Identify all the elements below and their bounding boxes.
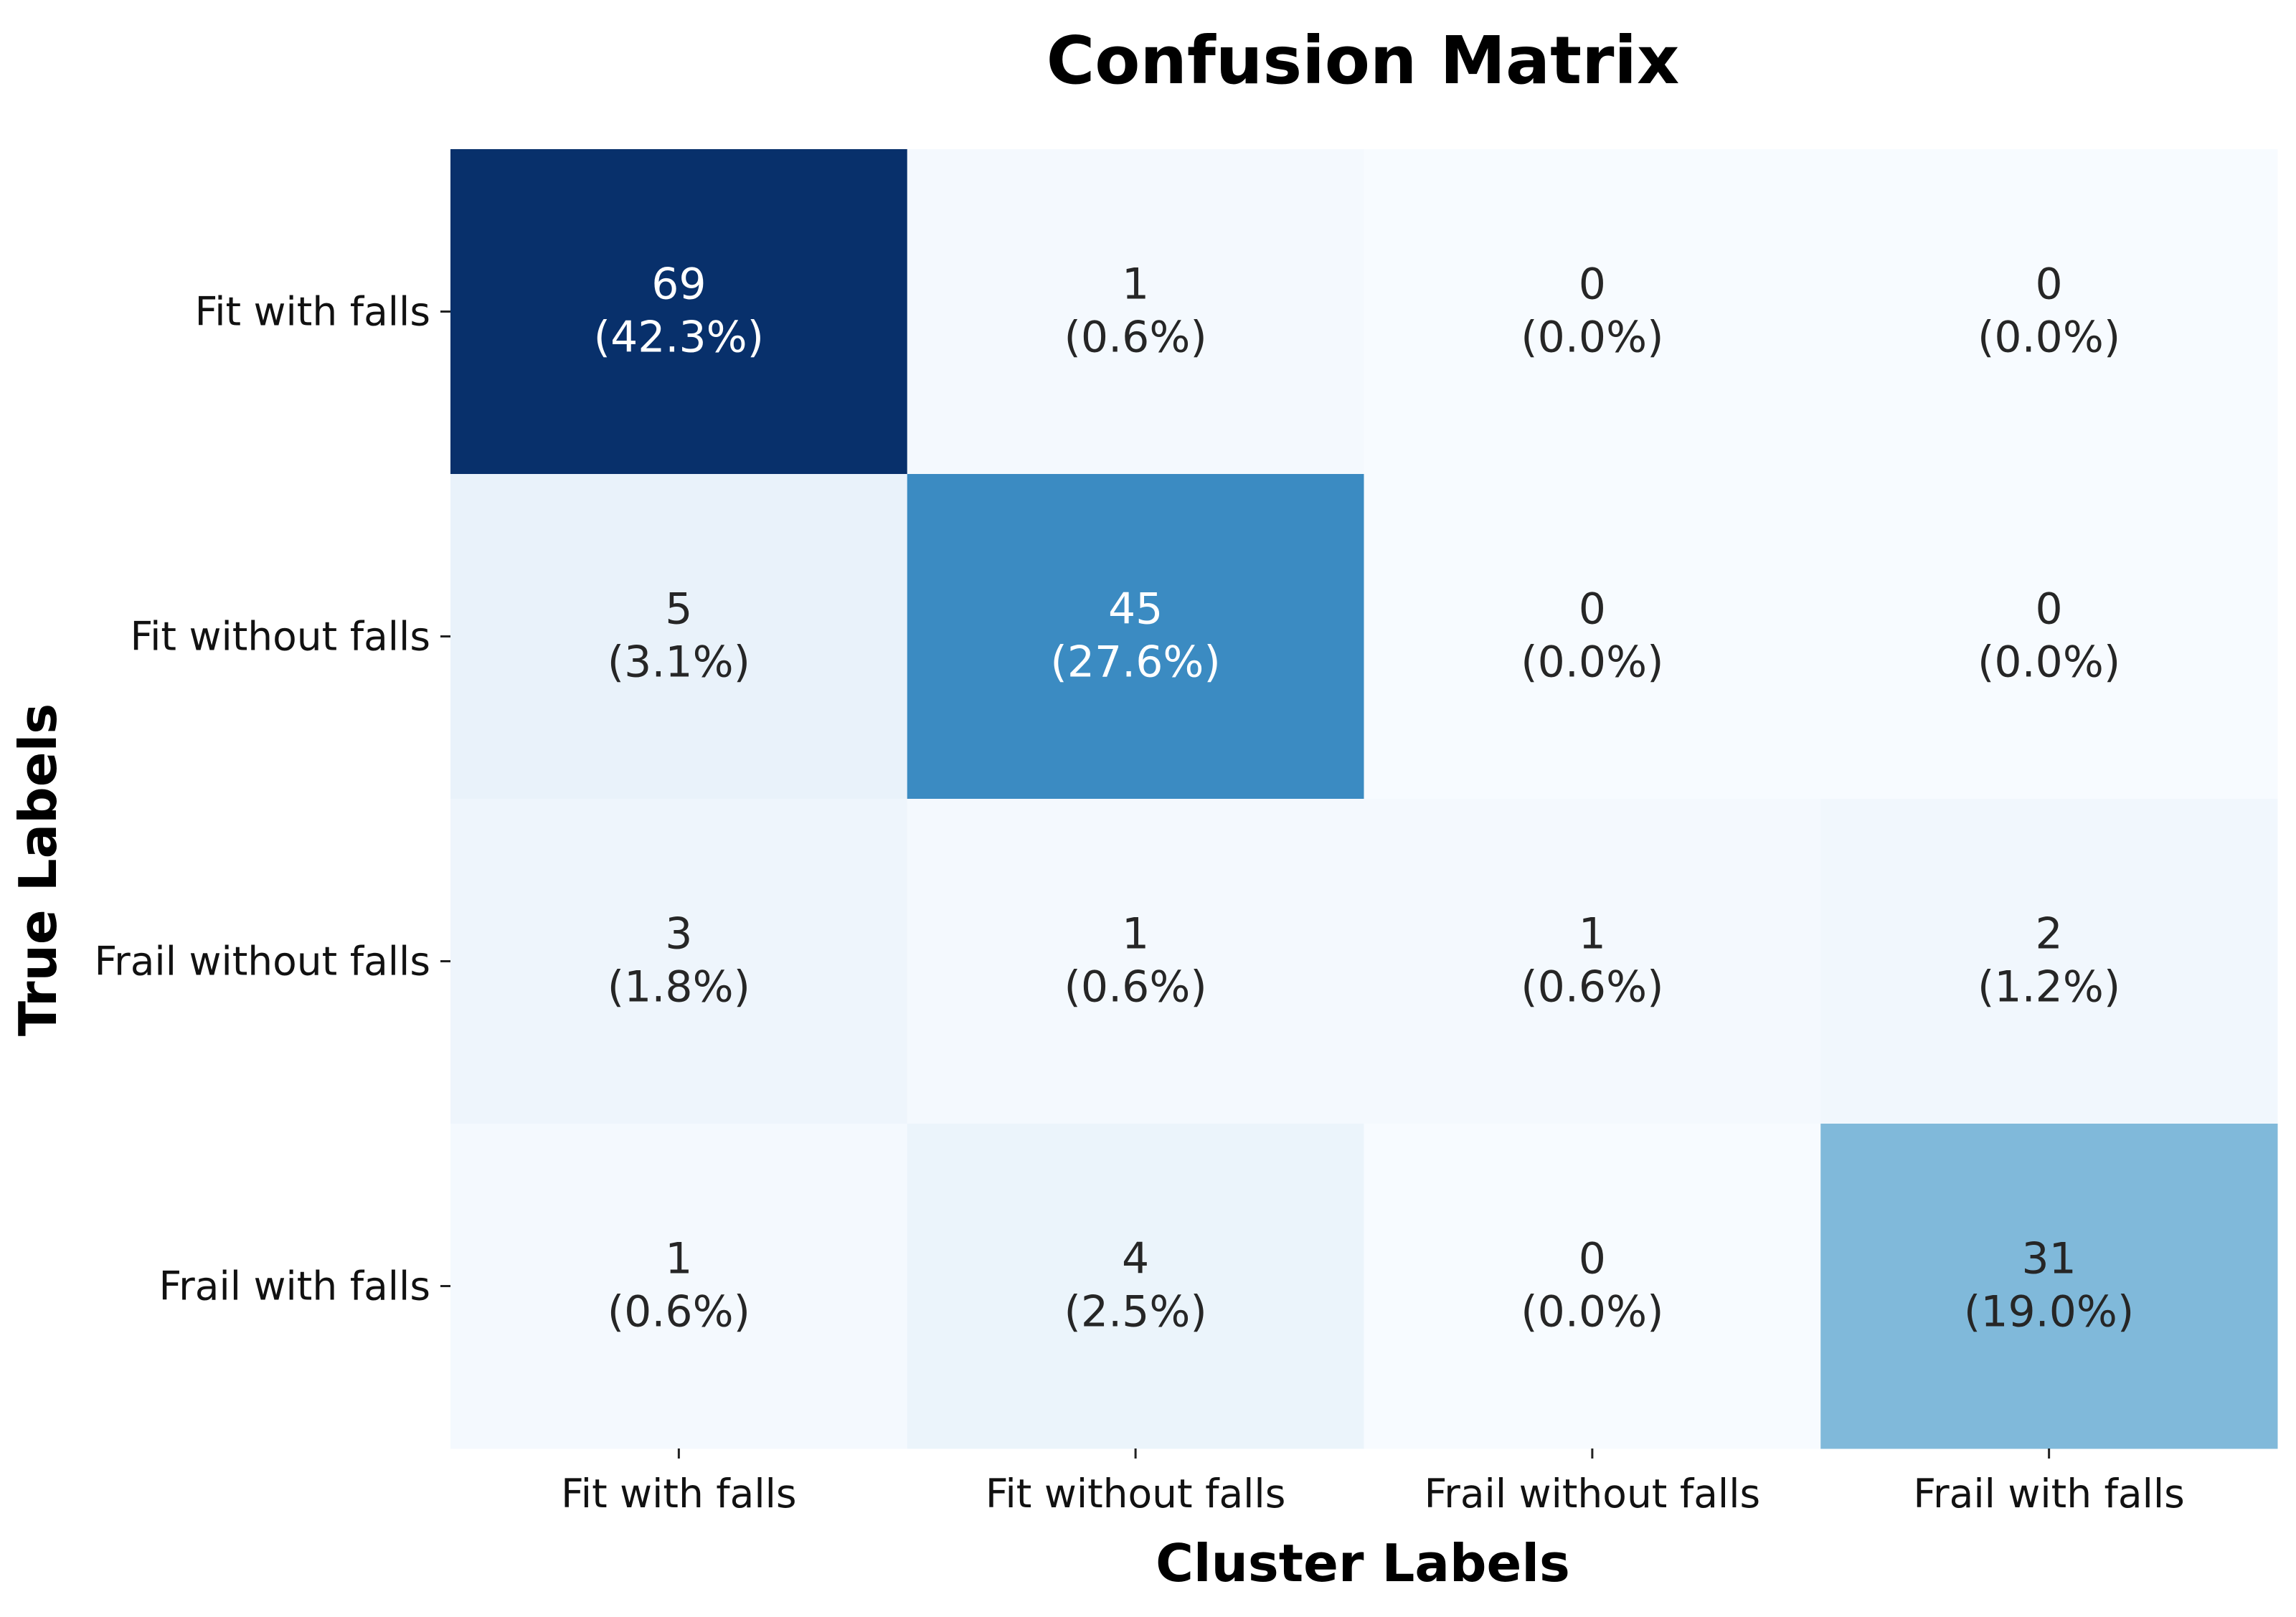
cell-count-r1-c0: 5 [665,584,692,635]
chart-title: Confusion Matrix [1047,22,1680,99]
heatmap-cell-r3-c0 [450,1124,908,1449]
y-axis-ticks: Fit with falls Fit without falls Frail wit… [94,289,450,1309]
cell-percent-r1-c2: (0.0%) [1521,637,1663,688]
cell-percent-r1-c1: (27.6%) [1050,637,1220,688]
cell-percent-r3-c0: (0.6%) [608,1287,750,1337]
x-tick-label-1: Fit without falls [986,1471,1286,1517]
cell-percent-r3-c2: (0.0%) [1521,1287,1663,1337]
cell-count-r2-c2: 1 [1579,909,1606,959]
heatmap-cell-r1-c3 [1820,474,2278,800]
y-tick-label-1: Fit without falls [131,614,431,660]
heatmap-cell-r2-c2 [1364,799,1821,1124]
x-axis-ticks: Fit with falls Fit without falls Frail wit… [561,1448,2185,1517]
cell-percent-r1-c3: (0.0%) [1978,637,2120,688]
cell-percent-r0-c1: (0.6%) [1064,313,1207,363]
heatmap-cell-r3-c3 [1820,1124,2278,1449]
cell-percent-r1-c0: (3.1%) [608,637,750,688]
cell-count-r2-c3: 2 [2036,909,2063,959]
cell-count-r1-c2: 0 [1579,584,1606,635]
cell-count-r1-c1: 45 [1108,584,1163,635]
x-axis-label: Cluster Labels [1156,1533,1570,1593]
cell-percent-r2-c2: (0.6%) [1521,962,1663,1013]
heatmap-cell-r1-c0 [450,474,908,800]
x-tick-label-0: Fit with falls [561,1471,796,1517]
y-axis-label: True Labels [8,703,68,1036]
heatmap-cell-r0-c1 [907,149,1364,475]
cell-percent-r3-c1: (2.5%) [1064,1287,1207,1337]
cell-count-r0-c0: 69 [651,260,706,310]
cell-percent-r2-c1: (0.6%) [1064,962,1207,1013]
cell-percent-r0-c3: (0.0%) [1978,313,2120,363]
heatmap-cell-r2-c1 [907,799,1364,1124]
heatmap-cell-r0-c3 [1820,149,2278,475]
heatmap-cell-r0-c0 [450,149,908,475]
cell-count-r3-c2: 0 [1579,1234,1606,1284]
y-tick-label-0: Fit with falls [195,289,430,335]
cell-percent-r2-c3: (1.2%) [1978,962,2120,1013]
heatmap-cell-r0-c2 [1364,149,1821,475]
x-tick-label-3: Frail with falls [1913,1471,2184,1517]
cell-count-r3-c1: 4 [1122,1234,1149,1284]
heatmap-cell-r2-c0 [450,799,908,1124]
heatmap-cell-r2-c3 [1820,799,2278,1124]
cell-count-r0-c2: 0 [1579,260,1606,310]
heatmap-cell-r3-c1 [907,1124,1364,1449]
cell-count-r3-c3: 31 [2021,1234,2076,1284]
cell-count-r3-c0: 1 [665,1234,692,1284]
heatmap-cells: 69(42.3%)1(0.6%)0(0.0%)0(0.0%)5(3.1%)45(… [450,149,2278,1449]
y-tick-label-3: Frail with falls [159,1263,430,1309]
cell-percent-r0-c0: (42.3%) [594,313,764,363]
y-tick-label-2: Frail without falls [94,939,430,985]
cell-percent-r3-c3: (19.0%) [1964,1287,2134,1337]
cell-count-r2-c0: 3 [665,909,692,959]
cell-percent-r0-c2: (0.0%) [1521,313,1663,363]
heatmap-cell-r1-c2 [1364,474,1821,800]
cell-count-r0-c3: 0 [2036,260,2063,310]
x-tick-label-2: Frail without falls [1425,1471,1761,1517]
cell-count-r2-c1: 1 [1122,909,1149,959]
cell-percent-r2-c0: (1.8%) [608,962,750,1013]
cell-count-r1-c3: 0 [2036,584,2063,635]
heatmap-cell-r1-c1 [907,474,1364,800]
cell-count-r0-c1: 1 [1122,260,1149,310]
heatmap-cell-r3-c2 [1364,1124,1821,1449]
